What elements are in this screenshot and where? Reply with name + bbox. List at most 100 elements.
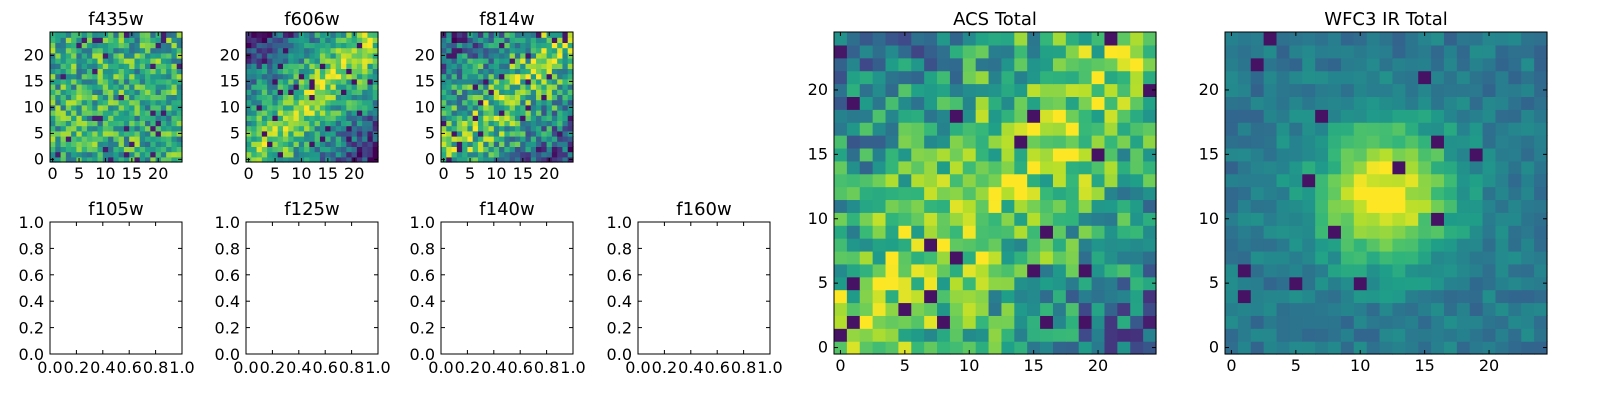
heatmap-cell xyxy=(1456,96,1471,110)
heatmap-cell xyxy=(988,199,1003,213)
heatmap-cell xyxy=(76,110,83,116)
heatmap-cell xyxy=(546,99,553,106)
heatmap-cell xyxy=(1534,109,1548,123)
heatmap-cell xyxy=(1001,186,1015,201)
x-tick-label: 5 xyxy=(465,164,475,183)
heatmap-cell xyxy=(530,141,537,147)
heatmap-cell xyxy=(441,63,447,69)
heatmap-cell xyxy=(1001,212,1015,226)
heatmap-cell xyxy=(50,89,56,95)
heatmap-cell xyxy=(477,47,484,54)
heatmap-cell xyxy=(483,99,490,106)
heatmap-cell xyxy=(256,52,263,59)
heatmap-cell xyxy=(1027,135,1041,149)
heatmap-cell xyxy=(1431,276,1445,291)
heatmap-cell xyxy=(309,32,316,38)
heatmap-cell xyxy=(246,42,252,49)
heatmap-cell xyxy=(499,37,505,43)
heatmap-cell xyxy=(1482,238,1497,252)
heatmap-cell xyxy=(71,130,77,137)
heatmap-cell xyxy=(97,94,104,101)
heatmap-cell xyxy=(319,89,326,95)
heatmap-cell xyxy=(462,151,468,158)
heatmap-cell xyxy=(304,104,310,111)
heatmap-cell xyxy=(859,302,874,316)
heatmap-cell xyxy=(1482,70,1497,85)
heatmap-cell xyxy=(246,136,252,142)
heatmap-cell xyxy=(446,94,453,101)
heatmap-cell xyxy=(267,156,273,163)
heatmap-cell xyxy=(472,125,479,132)
heatmap-cell xyxy=(1302,83,1316,97)
heatmap-cell xyxy=(834,250,848,265)
heatmap-cell xyxy=(483,37,490,43)
heatmap-cell xyxy=(1052,160,1067,175)
heatmap-cell xyxy=(1237,135,1252,149)
heatmap-cell xyxy=(509,115,516,121)
heatmap-cell xyxy=(504,151,511,158)
heatmap-cell xyxy=(562,151,569,158)
heatmap-cell xyxy=(462,120,468,127)
heatmap-cell xyxy=(1302,96,1316,110)
heatmap-cell xyxy=(171,94,178,101)
heatmap-cell xyxy=(1495,289,1509,304)
heatmap-cell xyxy=(1379,341,1394,355)
heatmap-cell xyxy=(1495,160,1509,175)
heatmap-cell xyxy=(293,52,300,59)
heatmap-cell xyxy=(456,52,463,59)
heatmap-cell xyxy=(118,104,125,111)
heatmap-cell xyxy=(898,44,912,59)
heatmap-cell xyxy=(1078,212,1093,226)
heatmap-cell xyxy=(530,73,537,80)
heatmap-cell xyxy=(92,37,99,43)
heatmap-cell xyxy=(123,47,130,54)
heatmap-cell xyxy=(546,110,553,116)
heatmap-cell xyxy=(341,73,347,80)
axes-frame xyxy=(49,221,183,355)
heatmap-cell xyxy=(1014,135,1028,149)
heatmap-cell xyxy=(462,136,468,142)
heatmap-cell xyxy=(267,104,273,111)
heatmap-cell xyxy=(872,341,887,355)
heatmap-cell xyxy=(562,73,569,80)
heatmap-cell xyxy=(176,141,183,147)
heatmap-cell xyxy=(160,110,167,116)
heatmap-cell xyxy=(1315,147,1329,162)
heatmap-cell xyxy=(1104,44,1118,59)
heatmap-cell xyxy=(525,110,532,116)
heatmap-cell xyxy=(346,156,353,163)
heatmap-cell xyxy=(362,84,369,90)
heatmap-cell xyxy=(1469,109,1484,123)
heatmap-cell xyxy=(65,68,72,75)
heatmap-cell xyxy=(988,96,1003,110)
heatmap-cell xyxy=(1027,212,1041,226)
heatmap-cell xyxy=(1040,147,1054,162)
heatmap-cell xyxy=(166,47,173,54)
heatmap-cell xyxy=(1091,289,1106,304)
heatmap-cell xyxy=(1328,122,1342,136)
heatmap-cell xyxy=(1091,328,1106,342)
heatmap-cell xyxy=(472,63,479,69)
heatmap-cell xyxy=(557,104,564,111)
heatmap-cell xyxy=(975,225,990,239)
heatmap-cell xyxy=(118,37,125,43)
heatmap-cell xyxy=(514,125,521,132)
heatmap-cell xyxy=(911,57,925,72)
heatmap-cell xyxy=(282,84,289,90)
heatmap-cell xyxy=(351,47,358,54)
heatmap-cell xyxy=(60,136,67,142)
heatmap-cell xyxy=(467,125,474,132)
heatmap-cell xyxy=(1117,173,1131,188)
heatmap-cell xyxy=(60,120,67,127)
heatmap-cell xyxy=(123,52,130,59)
heatmap-cell xyxy=(557,89,564,95)
heatmap-cell xyxy=(86,42,93,49)
heatmap-cell xyxy=(155,141,162,147)
heatmap-cell xyxy=(293,125,300,132)
heatmap-cell xyxy=(150,68,157,75)
heatmap-cell xyxy=(467,151,474,158)
heatmap-cell xyxy=(1482,83,1497,97)
heatmap-cell xyxy=(55,63,62,69)
heatmap-cell xyxy=(975,83,990,97)
heatmap-cell xyxy=(277,151,284,158)
